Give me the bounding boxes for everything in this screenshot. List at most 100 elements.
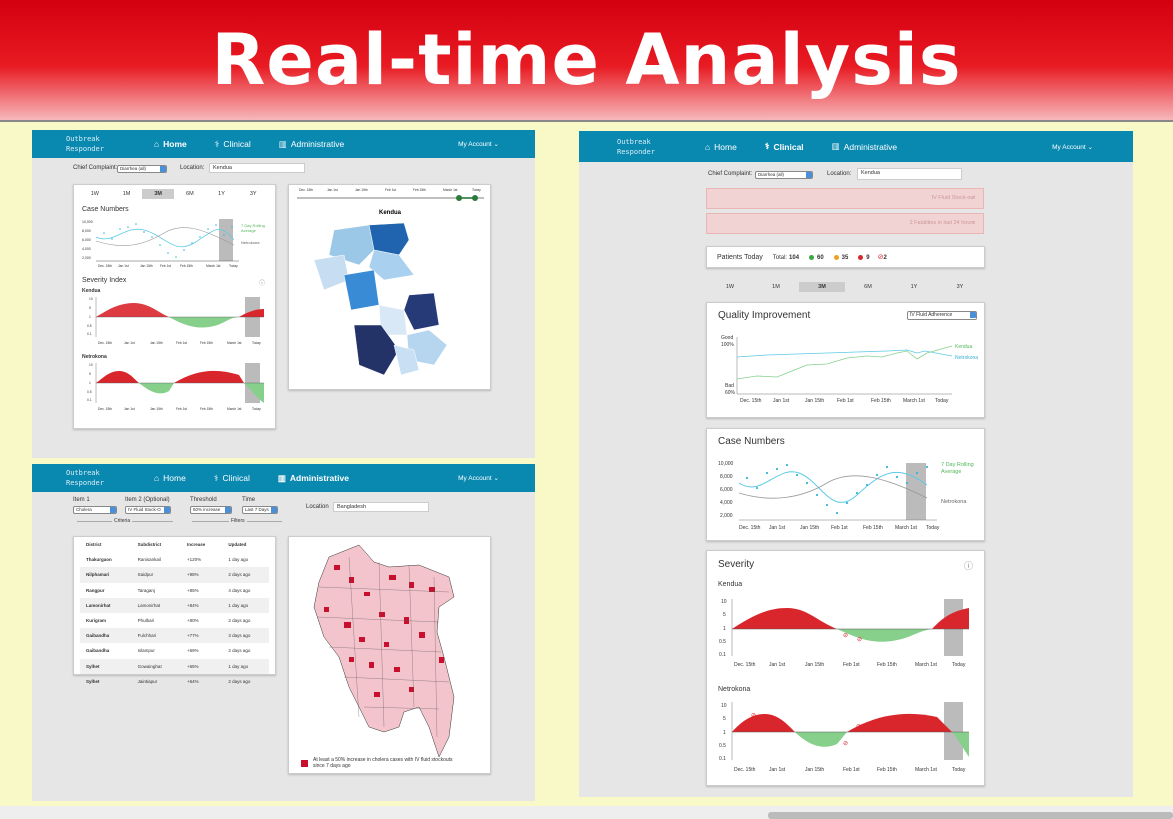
nav-home[interactable]: ⌂ Home	[154, 139, 187, 149]
svg-text:Dec. 15th: Dec. 15th	[734, 767, 756, 773]
fatality-icon: ⊘	[843, 633, 848, 639]
tab-3m[interactable]: 3M	[799, 282, 845, 292]
close-icon[interactable]: ×	[971, 195, 975, 201]
table-row[interactable]: Rangpur Taraganj +85% 4 days ago	[86, 587, 251, 593]
admin-screen: Outbreak Responder ⌂ Home ⚕ Clinical ▥ Admin…	[32, 464, 535, 801]
tab-6m[interactable]: 6M	[864, 284, 872, 290]
admin-location-input[interactable]: Bangladesh	[333, 502, 429, 512]
app-logo[interactable]: Outbreak Responder	[617, 137, 655, 156]
home-time-tabs: 1W 1M 3M 6M 1Y 3Y	[79, 189, 269, 199]
svg-text:March 1st: March 1st	[227, 407, 242, 411]
range-handle-end[interactable]	[472, 195, 478, 201]
bar-chart-icon: ▥	[277, 472, 286, 483]
location-input[interactable]: Kendua	[857, 168, 962, 180]
tab-1m[interactable]: 1M	[772, 284, 780, 290]
svg-text:8,000: 8,000	[720, 474, 733, 480]
col-district[interactable]: District	[86, 542, 102, 548]
svg-text:Feb 15th: Feb 15th	[877, 662, 897, 668]
case-numbers-title: Case Numbers	[718, 436, 785, 447]
item2-select[interactable]: IV Fluid Stock-O	[125, 506, 171, 514]
table-row[interactable]: Lamonirhat Lamonirhat +84% 1 day ago	[80, 597, 269, 613]
item1-label: Item 1	[73, 497, 90, 503]
table-row[interactable]: Gaibandha Fulchhari +77% 3 days ago	[80, 628, 269, 644]
orange-dot-icon	[833, 254, 839, 260]
svg-text:Jan 15th: Jan 15th	[355, 188, 368, 192]
home-screen: Outbreak Responder ⌂ Home ⚕ Clinical ▥ Admin…	[32, 130, 535, 458]
horizontal-scrollbar[interactable]	[768, 812, 1173, 819]
svg-text:Bad: Bad	[725, 383, 734, 389]
svg-text:0.5: 0.5	[719, 639, 726, 645]
threshold-select[interactable]: 50% increase	[190, 506, 232, 514]
svg-text:Netrokona: Netrokona	[941, 499, 967, 505]
app-logo[interactable]: Outbreak Responder	[66, 135, 104, 153]
green-dot-icon	[809, 254, 815, 260]
my-account-menu[interactable]: My Account ⌄	[458, 141, 499, 148]
svg-text:Jan 15th: Jan 15th	[150, 341, 163, 345]
svg-text:Kendua: Kendua	[955, 344, 972, 350]
nav-home[interactable]: ⌂ Home	[154, 473, 186, 483]
clinical-screen: Outbreak Responder ⌂ Home ⚕ Clinical ▥ Admin…	[579, 131, 1133, 797]
svg-text:Jan 1st: Jan 1st	[773, 398, 790, 404]
nav-administrative[interactable]: ▥ Administrative	[831, 141, 898, 152]
qi-title: Quality Improvement	[718, 310, 811, 321]
item1-select[interactable]: Cholera	[73, 506, 117, 514]
tab-6m[interactable]: 6M	[186, 191, 194, 197]
close-icon[interactable]: ×	[971, 220, 975, 226]
nav-clinical[interactable]: ⚕ Clinical	[214, 138, 251, 150]
qi-metric-select[interactable]: IV Fluid Adherence	[907, 311, 977, 320]
x-tick: Feb 15th	[180, 264, 193, 268]
top-nav: Outbreak Responder ⌂ Home ⚕ Clinical ▥ Admin…	[32, 464, 535, 492]
svg-text:1: 1	[723, 730, 726, 736]
nav-administrative[interactable]: ▥ Administrative	[278, 138, 345, 150]
tab-3m[interactable]: 3M	[142, 189, 175, 199]
col-subdistrict[interactable]: Subdistrict	[137, 542, 162, 548]
time-select[interactable]: Last 7 Days	[242, 506, 278, 514]
chief-complaint-select[interactable]: Diarrhea (all)	[117, 165, 167, 173]
location-input[interactable]: Kendua	[209, 163, 305, 173]
bangladesh-map	[313, 544, 455, 758]
my-account-menu[interactable]: My Account ⌄	[1052, 143, 1093, 151]
table-row[interactable]: Sylhet Jaintiapur +64% 2 days ago	[86, 678, 251, 684]
tab-1w[interactable]: 1W	[90, 191, 99, 197]
tab-3y[interactable]: 3Y	[249, 191, 257, 197]
table-row[interactable]: Nilphamari Saidpur +98% 2 days ago	[80, 567, 269, 583]
range-handle-start[interactable]	[456, 195, 462, 201]
y-tick: 8,000	[82, 229, 91, 233]
svg-text:Feb 15th: Feb 15th	[863, 525, 883, 531]
svg-text:Feb 1st: Feb 1st	[385, 188, 396, 192]
tab-1w[interactable]: 1W	[725, 284, 735, 290]
info-icon[interactable]: ⓘ	[963, 561, 973, 571]
nav-clinical[interactable]: ⚕ Clinical	[764, 141, 804, 152]
svg-text:5: 5	[723, 612, 726, 618]
info-icon[interactable]: ⓘ	[258, 281, 265, 287]
table-row[interactable]: Sylhet Gowainghat +65% 1 day ago	[80, 658, 269, 674]
table-row[interactable]: Thakurgaon Ranisankail +120% 1 day ago	[86, 557, 249, 563]
app-logo[interactable]: Outbreak Responder	[66, 469, 104, 487]
my-account-menu[interactable]: My Account ⌄	[458, 475, 499, 482]
svg-text:Feb 1st: Feb 1st	[843, 767, 860, 773]
svg-text:Jan 1st: Jan 1st	[769, 767, 786, 773]
col-increase[interactable]: Increase	[186, 542, 206, 548]
total-label: Total:	[772, 255, 788, 261]
kendua-label: Kendua	[82, 288, 101, 294]
nav-home[interactable]: ⌂ Home	[705, 141, 737, 152]
tab-1y[interactable]: 1Y	[910, 284, 918, 290]
tab-1y[interactable]: 1Y	[218, 191, 225, 197]
nav-administrative[interactable]: ▥ Administrative	[277, 472, 349, 484]
table-row[interactable]: Kurigram Phulbari +80% 2 days ago	[86, 618, 251, 624]
nav-clinical[interactable]: ⚕ Clinical	[213, 472, 250, 484]
svg-text:March 1st: March 1st	[915, 662, 938, 668]
svg-text:1: 1	[89, 381, 91, 385]
bangladesh-map-card: At least a 50% increase in cholera cases…	[288, 536, 491, 774]
chief-complaint-label: Chief Complaint:	[708, 171, 753, 177]
tab-3y[interactable]: 3Y	[956, 284, 964, 290]
svg-text:1: 1	[89, 315, 91, 319]
tab-1m[interactable]: 1M	[122, 191, 131, 197]
svg-text:Today: Today	[926, 525, 940, 531]
chief-complaint-select[interactable]: Diarrhea (all)	[755, 171, 813, 179]
svg-text:Feb 1st: Feb 1st	[831, 525, 848, 531]
table-row[interactable]: Gaibandha Islampur +69% 2 days ago	[86, 648, 251, 654]
svg-text:March 1st: March 1st	[903, 398, 926, 404]
col-updated[interactable]: Updated	[228, 542, 247, 548]
svg-text:100%: 100%	[721, 342, 734, 348]
